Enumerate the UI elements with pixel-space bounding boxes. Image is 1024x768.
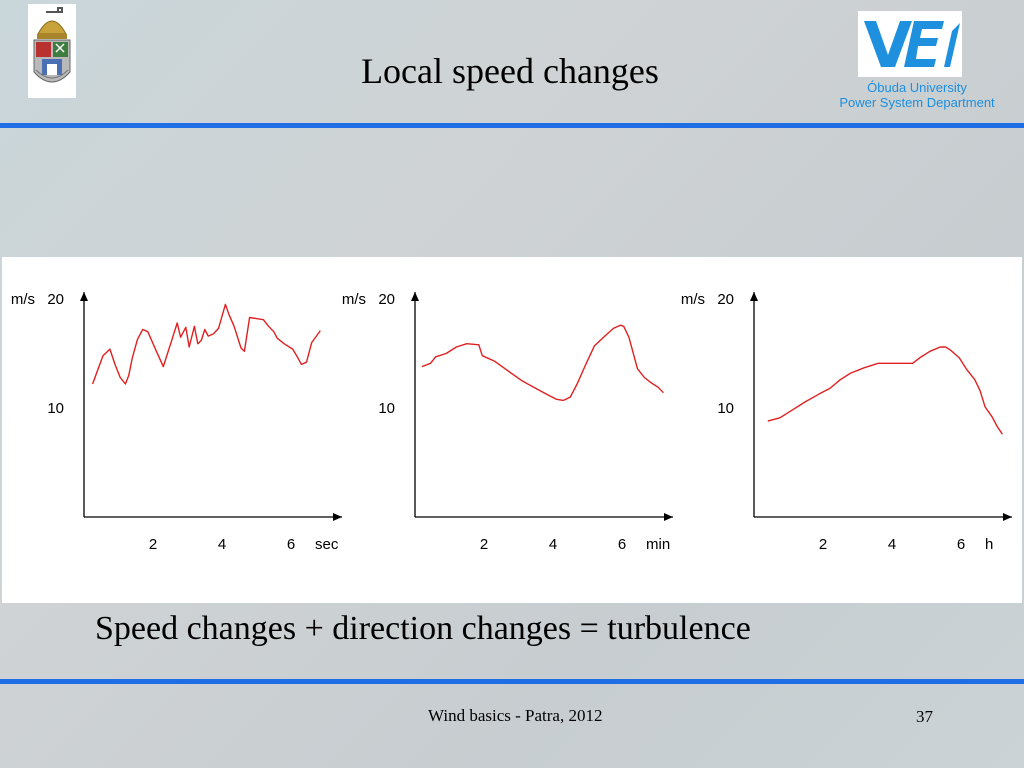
speed-series-line xyxy=(421,324,664,402)
x-tick-label: 6 xyxy=(287,536,295,553)
y-tick-label: 10 xyxy=(378,400,395,417)
department-label: Óbuda University Power System Department xyxy=(812,80,1022,110)
y-axis-arrow xyxy=(411,292,419,301)
y-tick-label: 20 xyxy=(47,291,64,308)
speed-series-line xyxy=(91,303,321,385)
x-tick-label: 4 xyxy=(549,536,557,553)
university-crest-icon xyxy=(28,4,76,98)
y-axis-arrow xyxy=(750,292,758,301)
slide-title: Local speed changes xyxy=(361,51,659,91)
x-axis-arrow xyxy=(664,513,673,521)
speed-series-line xyxy=(767,346,1003,435)
y-unit-label: m/s xyxy=(342,291,366,308)
footer-text: Wind basics - Patra, 2012 xyxy=(428,706,603,725)
vei-logo-icon xyxy=(858,11,962,77)
x-tick-label: 2 xyxy=(480,536,488,553)
chart-panel: m/s 10 20 2 4 6 sec m/s 10 20 2 4 6 min m/s 10 20 2 4 6 h xyxy=(2,257,1022,603)
y-tick-label: 10 xyxy=(47,400,64,417)
x-tick-label: 2 xyxy=(819,536,827,553)
x-tick-label: 6 xyxy=(618,536,626,553)
x-unit-label: min xyxy=(646,536,670,553)
x-tick-label: 6 xyxy=(957,536,965,553)
y-unit-label: m/s xyxy=(681,291,705,308)
y-tick-label: 10 xyxy=(717,400,734,417)
x-tick-label: 4 xyxy=(218,536,226,553)
top-divider xyxy=(0,123,1024,128)
x-unit-label: h xyxy=(985,536,993,553)
y-tick-label: 20 xyxy=(378,291,395,308)
x-tick-label: 2 xyxy=(149,536,157,553)
page-number: 37 xyxy=(916,707,933,726)
x-axis-arrow xyxy=(1003,513,1012,521)
charts-svg: m/s 10 20 2 4 6 sec m/s 10 20 2 4 6 min m/s 10 20 2 4 6 h xyxy=(11,291,1012,553)
y-axis-arrow xyxy=(80,292,88,301)
x-axis-arrow xyxy=(333,513,342,521)
y-tick-label: 20 xyxy=(717,291,734,308)
department-line-1: Óbuda University xyxy=(867,80,967,95)
x-tick-label: 4 xyxy=(888,536,896,553)
x-unit-label: sec xyxy=(315,536,339,553)
slide-subtitle: Speed changes + direction changes = turb… xyxy=(95,610,751,647)
bottom-divider xyxy=(0,679,1024,684)
department-line-2: Power System Department xyxy=(839,95,995,110)
y-unit-label: m/s xyxy=(11,291,35,308)
